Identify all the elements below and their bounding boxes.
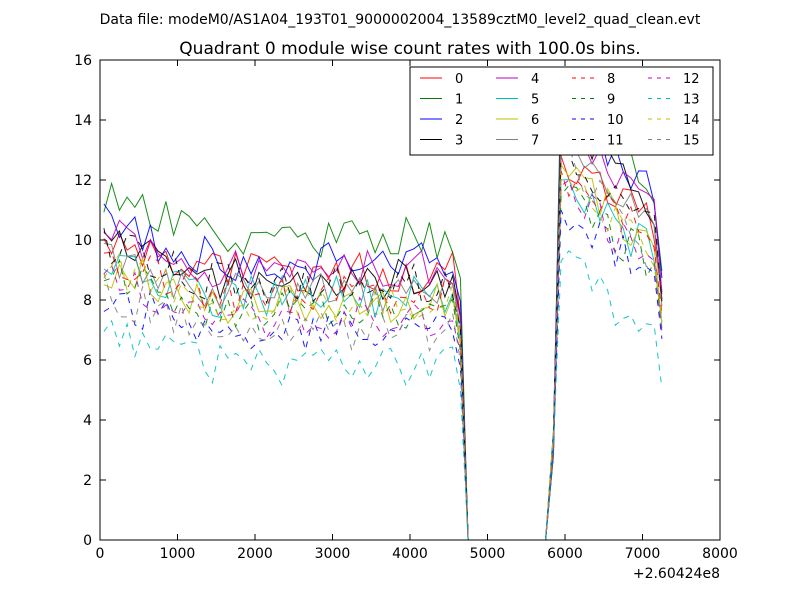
x-tick-label: 2000: [237, 546, 273, 562]
legend-label-8: 8: [607, 72, 615, 87]
series-line-12: [103, 179, 663, 540]
y-tick-label: 14: [74, 113, 92, 129]
x-axis-offset-label: +2.60424e8: [633, 566, 720, 582]
legend-label-6: 6: [531, 113, 539, 128]
legend-label-12: 12: [683, 72, 700, 87]
legend-label-4: 4: [531, 72, 539, 87]
series-group: [103, 74, 663, 540]
x-tick-label: 0: [96, 546, 105, 562]
x-tick-label: 4000: [392, 546, 428, 562]
legend-label-13: 13: [683, 93, 700, 108]
series-line-13: [103, 250, 663, 540]
y-tick-label: 6: [83, 353, 92, 369]
legend-label-15: 15: [683, 134, 700, 149]
legend-label-2: 2: [455, 113, 463, 128]
x-tick-label: 3000: [315, 546, 351, 562]
legend-label-9: 9: [607, 93, 615, 108]
legend-label-5: 5: [531, 93, 539, 108]
legend-label-10: 10: [607, 113, 624, 128]
series-line-15: [103, 144, 663, 540]
legend-box: [409, 66, 714, 156]
y-tick-label: 10: [74, 233, 92, 249]
legend-label-1: 1: [455, 93, 463, 108]
y-tick-label: 4: [83, 413, 92, 429]
x-tick-label: 1000: [160, 546, 196, 562]
x-tick-label: 6000: [547, 546, 583, 562]
legend-label-7: 7: [531, 134, 539, 149]
series-line-14: [103, 179, 663, 540]
y-tick-label: 8: [83, 293, 92, 309]
y-tick-label: 16: [74, 53, 92, 69]
series-line-7: [103, 128, 663, 540]
plot-area: 0 1000 2000 3000 4000 5000 6000 7000 80000246810…: [74, 53, 738, 562]
y-tick-label: 2: [83, 473, 92, 489]
legend-label-11: 11: [607, 134, 624, 149]
series-line-10: [103, 209, 663, 540]
y-tick-label: 12: [74, 173, 92, 189]
legend-label-3: 3: [455, 134, 463, 149]
series-line-6: [103, 163, 663, 540]
x-tick-label: 8000: [702, 546, 738, 562]
legend-label-14: 14: [683, 113, 700, 128]
x-tick-label: 5000: [470, 546, 506, 562]
x-tick-label: 7000: [625, 546, 661, 562]
chart-title: Quadrant 0 module wise count rates with …: [179, 39, 640, 59]
y-tick-label: 0: [83, 533, 92, 549]
legend-label-0: 0: [455, 72, 463, 87]
series-line-8: [103, 170, 663, 540]
figure-suptitle: Data file: modeM0/AS1A04_193T01_90000020…: [100, 12, 701, 28]
